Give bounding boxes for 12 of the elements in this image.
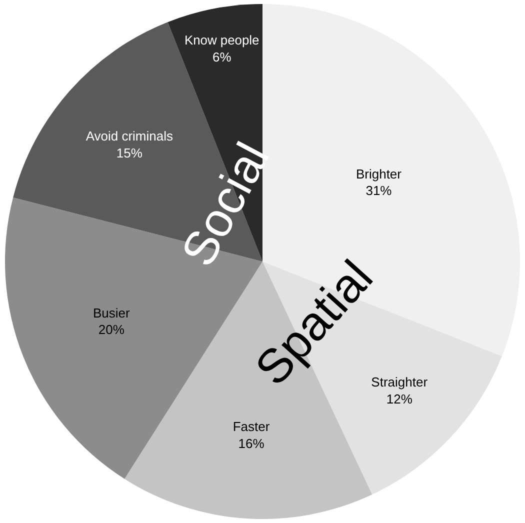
data-label: 6%	[212, 49, 232, 64]
slice-label: Brighter	[356, 166, 402, 182]
slice-label: Avoid criminals	[86, 128, 174, 144]
data-label: 20%	[98, 322, 125, 338]
data-label: 12%	[386, 391, 413, 406]
slice-label: Busier	[92, 305, 130, 320]
slice-label: Straighter	[371, 374, 428, 390]
data-label: 16%	[238, 436, 265, 451]
slice-label: Faster	[232, 418, 270, 434]
slice-label: Know people	[184, 32, 260, 48]
data-label: 31%	[366, 183, 392, 198]
data-label: 15%	[116, 145, 143, 160]
